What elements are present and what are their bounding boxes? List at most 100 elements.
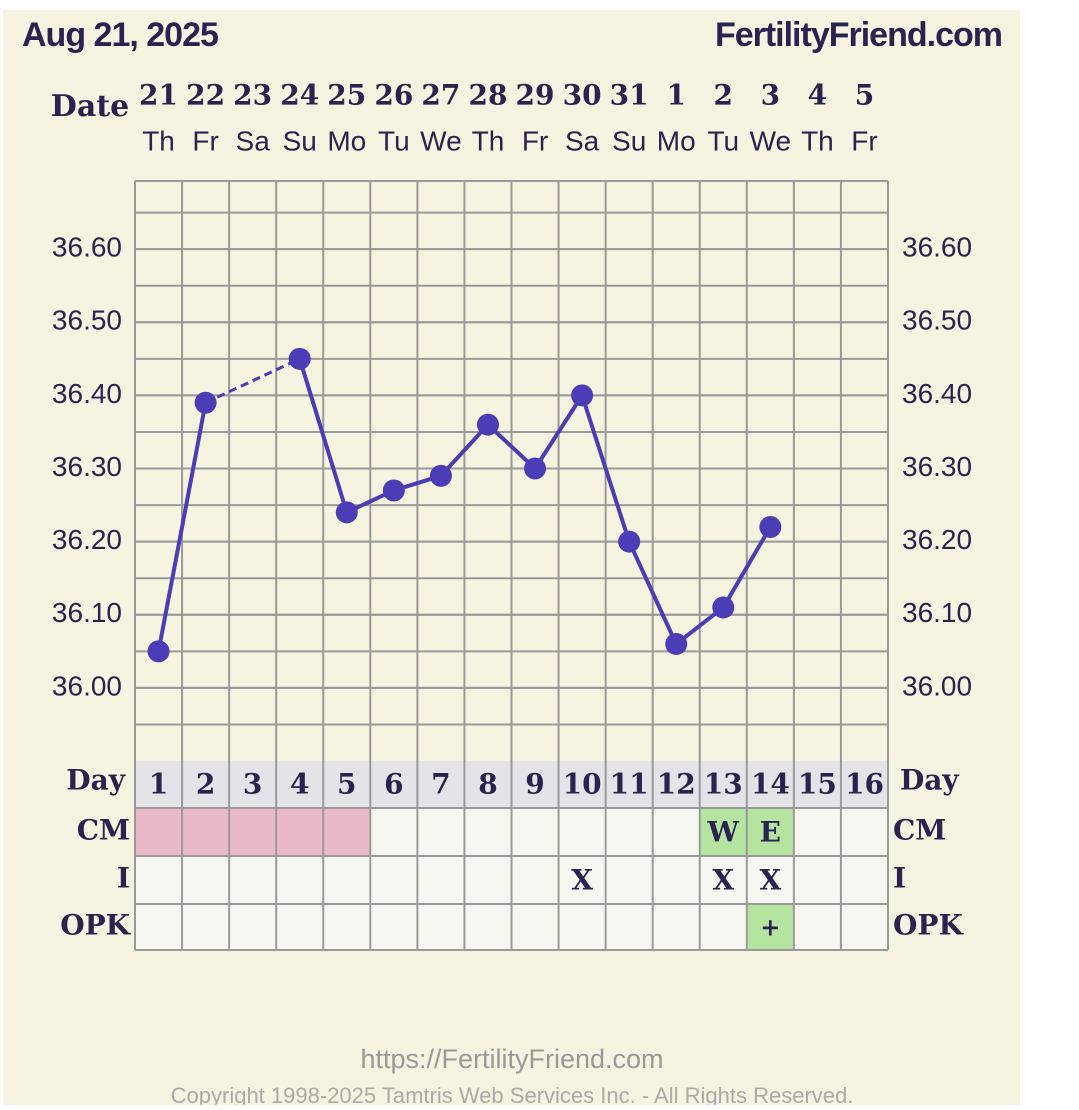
- weekday-label: Sa: [565, 125, 600, 156]
- date-label: 2: [714, 79, 733, 112]
- chart-date: Aug 21, 2025: [22, 16, 218, 54]
- row-label: I: [117, 862, 130, 895]
- weekday-label: Fr: [851, 125, 877, 156]
- y-tick-label: 36.30: [52, 451, 122, 482]
- table-cell: [135, 904, 183, 950]
- date-label: 21: [139, 79, 178, 112]
- table-cell: [370, 856, 418, 904]
- cell-text: +: [760, 913, 780, 942]
- date-label: 23: [233, 79, 272, 112]
- table-cell: [511, 904, 559, 950]
- table-cell: [793, 856, 841, 904]
- table-cell: [793, 808, 841, 856]
- row-label: OPK: [60, 909, 131, 942]
- y-tick-label-right: 36.00: [902, 670, 972, 701]
- temperature-point: [147, 640, 170, 663]
- day-number: 4: [290, 768, 309, 801]
- weekday-label: Tu: [707, 125, 739, 156]
- weekday-label: Th: [142, 125, 175, 156]
- y-tick-label-right: 36.40: [902, 378, 972, 409]
- site-name: FertilityFriend.com: [715, 16, 1002, 54]
- weekday-label: Su: [283, 125, 317, 156]
- table-cell: [323, 856, 371, 904]
- table-cell: [652, 856, 700, 904]
- weekday-label: Th: [472, 125, 505, 156]
- row-label-right: CM: [893, 814, 946, 847]
- date-label: 28: [468, 79, 507, 112]
- y-tick-label-right: 36.50: [902, 305, 972, 336]
- table-cell: [558, 904, 606, 950]
- y-tick-label: 36.40: [52, 378, 122, 409]
- day-label-right: Day: [900, 764, 959, 797]
- cell-text: X: [759, 864, 781, 897]
- date-label: 29: [516, 79, 555, 112]
- table-cell: [276, 856, 324, 904]
- date-label: 27: [421, 79, 460, 112]
- table-cell: [605, 904, 653, 950]
- temperature-point: [571, 384, 594, 407]
- table-cell: [464, 904, 512, 950]
- day-number: 10: [563, 768, 602, 801]
- date-label: 1: [666, 79, 685, 112]
- table-cell: [746, 904, 794, 950]
- weekday-label: Mo: [657, 125, 696, 156]
- weekday-label: Mo: [327, 125, 366, 156]
- row-label-right: OPK: [893, 909, 964, 942]
- weekday-label: Fr: [522, 125, 548, 156]
- gap-connector: [204, 357, 301, 405]
- day-number: 11: [610, 768, 649, 801]
- date-label: 26: [374, 79, 413, 112]
- table-cell: [652, 808, 700, 856]
- date-label: 30: [563, 79, 602, 112]
- temperature-point: [288, 347, 311, 370]
- y-tick-label-right: 36.20: [902, 524, 972, 555]
- temperature-point: [335, 501, 358, 524]
- table-cell: [793, 904, 841, 950]
- table-cell: [417, 856, 465, 904]
- table-cell: [182, 856, 230, 904]
- table-cell: [511, 856, 559, 904]
- table-cell: [511, 808, 559, 856]
- day-number: 12: [657, 768, 696, 801]
- table-cell: [699, 904, 747, 950]
- day-number: 7: [431, 768, 450, 801]
- cell-text: X: [571, 864, 593, 897]
- table-cell: [699, 856, 747, 904]
- day-number: 6: [384, 768, 403, 801]
- date-label: 4: [808, 79, 827, 112]
- table-cell: [464, 856, 512, 904]
- weekday-label: Fr: [192, 125, 218, 156]
- day-number: 13: [704, 768, 743, 801]
- day-number: 15: [798, 768, 837, 801]
- date-label: 24: [280, 79, 319, 112]
- day-number: 1: [149, 768, 168, 801]
- row-label: CM: [77, 814, 130, 847]
- temperature-point: [476, 413, 499, 436]
- table-cell: [323, 904, 371, 950]
- table-cell: [229, 904, 277, 950]
- table-cell: [370, 904, 418, 950]
- y-tick-label-right: 36.10: [902, 597, 972, 628]
- temperature-point: [194, 391, 217, 414]
- table-cell: [323, 808, 371, 856]
- date-label: Date: [51, 89, 129, 124]
- table-cell: [182, 808, 230, 856]
- table-cell: [182, 904, 230, 950]
- y-tick-label-right: 36.30: [902, 451, 972, 482]
- table-cell: [558, 808, 606, 856]
- weekday-label: Tu: [378, 125, 410, 156]
- weekday-label: We: [750, 125, 792, 156]
- y-tick-label: 36.20: [52, 524, 122, 555]
- temperature-point: [759, 516, 782, 538]
- date-label: 5: [855, 79, 874, 112]
- temperature-point: [429, 464, 452, 487]
- table-cell: [135, 856, 183, 904]
- table-cell: [746, 808, 794, 856]
- table-cell: [652, 904, 700, 950]
- table-cell: [276, 808, 324, 856]
- table-cell: [840, 904, 888, 950]
- weekday-label: We: [420, 125, 462, 156]
- day-number: 5: [337, 768, 356, 801]
- date-label: 3: [761, 79, 780, 112]
